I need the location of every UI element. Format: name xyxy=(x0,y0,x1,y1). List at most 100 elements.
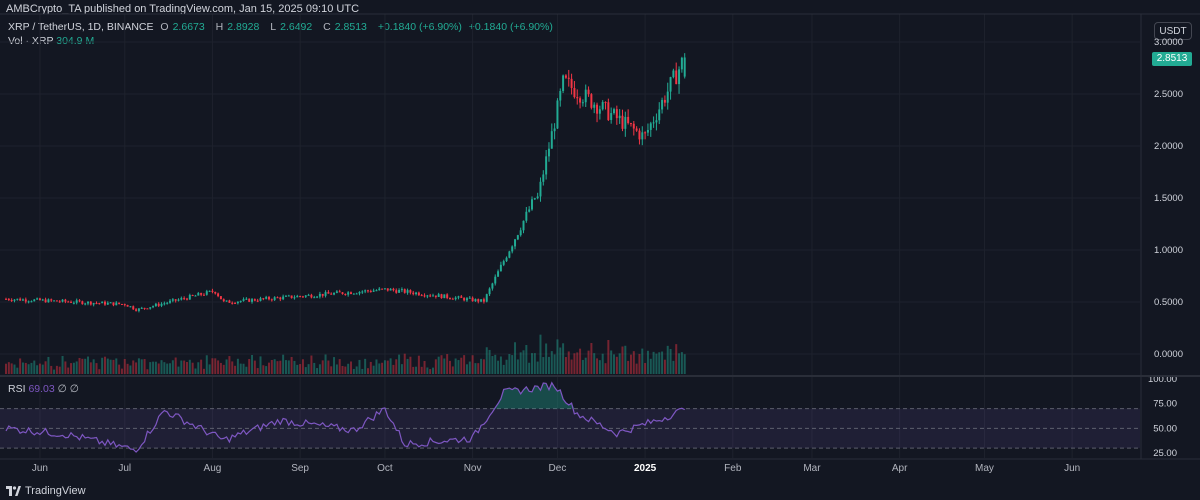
candle-body xyxy=(437,294,440,297)
volume-bar xyxy=(468,361,471,374)
volume-bar xyxy=(587,350,590,374)
volume-bar xyxy=(361,368,364,374)
candle-body xyxy=(562,75,565,92)
candle-body xyxy=(21,299,24,301)
time-tick-label: Jul xyxy=(118,463,131,474)
volume-bar xyxy=(214,358,217,374)
volume-bar xyxy=(400,364,403,374)
currency-button[interactable]: USDT xyxy=(1154,22,1192,40)
candle-body xyxy=(228,300,231,303)
volume-bar xyxy=(389,358,392,374)
volume-bar xyxy=(457,360,460,374)
volume-bar xyxy=(341,365,344,374)
volume-bar xyxy=(412,366,415,374)
low-label: L xyxy=(270,21,277,33)
volume-bar xyxy=(646,350,649,374)
volume-bar xyxy=(635,363,638,374)
candle-body xyxy=(477,299,480,302)
candle-body xyxy=(268,297,270,300)
candle-body xyxy=(24,299,27,302)
volume-bar xyxy=(539,334,542,374)
volume-bar xyxy=(180,360,183,374)
volume-bar xyxy=(497,360,500,374)
volume-bar xyxy=(485,347,488,374)
volume-bar xyxy=(185,362,188,374)
volume-bar xyxy=(70,363,73,374)
volume-bar xyxy=(511,355,514,374)
volume-bar xyxy=(120,368,123,374)
candle-body xyxy=(106,302,109,305)
volume-bar xyxy=(593,353,596,374)
candle-body xyxy=(67,301,70,303)
candle-body xyxy=(516,235,519,240)
volume-bar xyxy=(550,351,553,374)
volume-bar xyxy=(488,349,491,374)
candle-body xyxy=(109,302,112,304)
candle-body xyxy=(556,100,559,129)
open-value: 2.6673 xyxy=(172,21,205,33)
candle-body xyxy=(632,123,635,129)
volume-bar xyxy=(92,359,95,374)
volume-bar xyxy=(516,359,519,374)
volume-bar xyxy=(81,358,84,374)
symbol-name[interactable]: XRP / TetherUS, 1D, BINANCE xyxy=(8,21,154,33)
volume-label[interactable]: Vol · XRP xyxy=(8,35,54,47)
volume-bar xyxy=(672,360,675,374)
candle-body xyxy=(47,299,50,303)
candle-body xyxy=(217,293,220,297)
volume-bar xyxy=(21,362,24,374)
candle-body xyxy=(505,257,508,262)
volume-bars xyxy=(5,334,686,374)
volume-bar xyxy=(661,351,664,374)
volume-bar xyxy=(347,363,350,374)
candle-body xyxy=(135,309,138,311)
rsi-label[interactable]: RSI xyxy=(8,383,26,395)
candle-body xyxy=(318,293,321,297)
volume-bar xyxy=(474,363,477,374)
volume-bar xyxy=(140,359,143,374)
candle-body xyxy=(499,264,502,272)
candle-body xyxy=(333,292,336,295)
candle-body xyxy=(118,302,121,304)
price-tick-label: 3.0000 xyxy=(1154,37,1183,48)
candle-body xyxy=(95,303,98,305)
volume-bar xyxy=(276,361,279,374)
volume-bar xyxy=(350,361,352,374)
price-tick-label: 1.5000 xyxy=(1154,193,1183,204)
volume-bar xyxy=(163,362,166,374)
volume-bar xyxy=(426,367,429,374)
volume-bar xyxy=(146,369,149,374)
volume-bar xyxy=(559,347,562,374)
volume-bar xyxy=(299,364,302,374)
volume-bar xyxy=(27,364,30,374)
volume-bar xyxy=(610,350,613,374)
candle-body xyxy=(330,293,333,295)
candle-body xyxy=(16,298,19,300)
volume-bar xyxy=(344,366,347,374)
volume-bar xyxy=(443,358,446,374)
candle-body xyxy=(386,288,389,291)
candle-body xyxy=(652,122,655,124)
candle-body xyxy=(547,148,550,157)
rsi-extra-1: ∅ xyxy=(57,383,67,395)
volume-bar xyxy=(304,367,307,374)
volume-bar xyxy=(383,360,386,374)
volume-bar xyxy=(228,356,231,374)
candle-body xyxy=(301,296,304,298)
candle-body xyxy=(36,298,39,300)
footer-brand[interactable]: TradingView xyxy=(6,485,86,497)
price-tick-label: 2.5000 xyxy=(1154,89,1183,100)
candle-body xyxy=(270,299,273,301)
candle-body xyxy=(115,302,118,306)
volume-bar xyxy=(482,359,485,374)
tradingview-logo-icon xyxy=(6,486,21,496)
volume-bar xyxy=(381,362,384,374)
candle-body xyxy=(434,295,437,297)
volume-bar xyxy=(154,361,157,374)
candle-body xyxy=(324,292,327,296)
volume-bar xyxy=(420,366,423,374)
volume-bar xyxy=(463,355,466,374)
volume-bar xyxy=(615,356,618,374)
candle-body xyxy=(406,290,409,293)
